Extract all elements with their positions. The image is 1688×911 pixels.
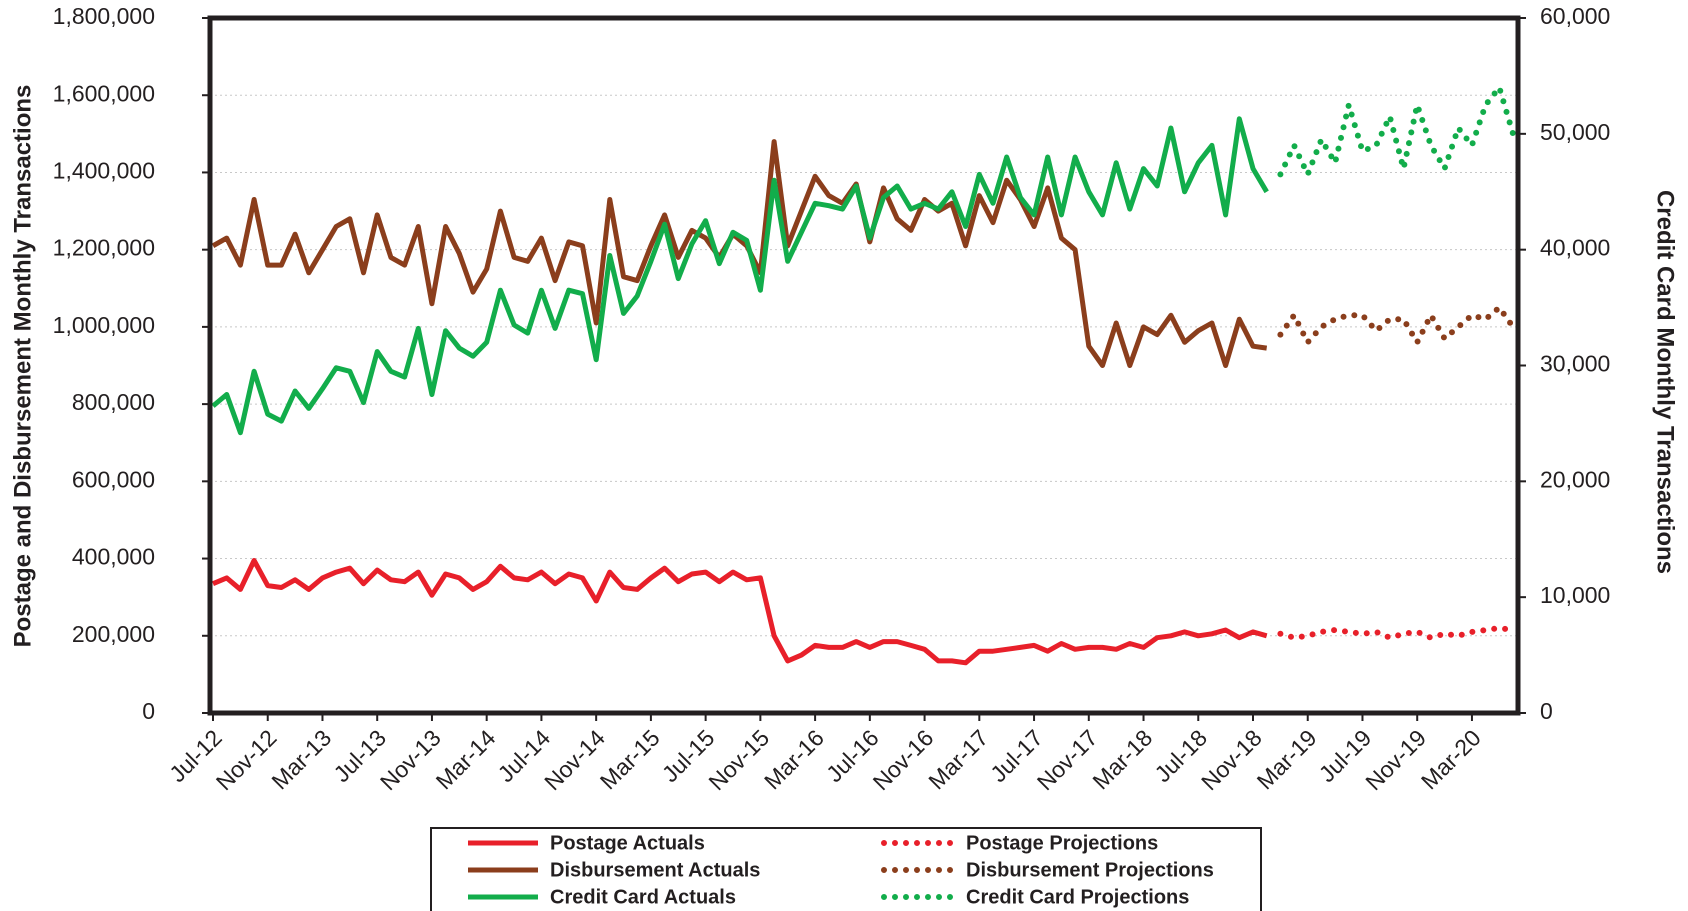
legend-label: Credit Card Actuals xyxy=(550,886,736,908)
y2-tick-label: 60,000 xyxy=(1540,3,1610,29)
x-tick-label: Nov-18 xyxy=(1196,724,1267,795)
x-tick-label: Mar-15 xyxy=(595,724,665,794)
series-line xyxy=(1277,84,1516,178)
x-tick-label: Mar-14 xyxy=(431,724,501,794)
x-tick-label: Nov-12 xyxy=(211,724,282,795)
y2-tick-label: 0 xyxy=(1540,698,1553,724)
y-tick-label: 200,000 xyxy=(72,621,155,647)
series-line xyxy=(211,116,1269,436)
y-tick-label: 1,000,000 xyxy=(53,312,155,338)
y2-tick-label: 20,000 xyxy=(1540,466,1610,492)
y-tick-label: 0 xyxy=(142,698,155,724)
legend-label: Disbursement Actuals xyxy=(550,859,760,881)
x-tick-label: Mar-20 xyxy=(1416,724,1486,794)
y-tick-label: 400,000 xyxy=(72,544,155,570)
series-line xyxy=(1277,304,1516,346)
y-tick-label: 1,400,000 xyxy=(53,158,155,184)
y-tick-label: 1,200,000 xyxy=(53,235,155,261)
legend-label: Disbursement Projections xyxy=(966,859,1214,881)
y-axis-title: Postage and Disbursement Monthly Transac… xyxy=(9,85,36,648)
series-line xyxy=(212,558,1268,666)
legend-label: Credit Card Projections xyxy=(966,886,1189,908)
y-tick-label: 800,000 xyxy=(72,389,155,415)
y2-axis-title: Credit Card Monthly Transactions xyxy=(1652,190,1679,574)
legend-box xyxy=(430,827,1262,911)
y-tick-label: 600,000 xyxy=(72,466,155,492)
x-tick-label: Mar-18 xyxy=(1087,724,1157,794)
x-tick-label: Mar-16 xyxy=(759,724,829,794)
legend-label: Postage Projections xyxy=(966,832,1158,854)
x-tick-label: Mar-13 xyxy=(266,724,336,794)
x-tick-label: Mar-19 xyxy=(1252,724,1322,794)
series-line xyxy=(211,139,1268,368)
y2-tick-label: 30,000 xyxy=(1540,351,1610,377)
x-tick-label: Nov-14 xyxy=(539,724,610,795)
legend-label: Postage Actuals xyxy=(550,832,705,854)
x-tick-label: Nov-17 xyxy=(1032,724,1103,795)
y2-tick-label: 50,000 xyxy=(1540,119,1610,145)
x-tick-label: Mar-17 xyxy=(923,724,993,794)
x-tick-label: Nov-16 xyxy=(868,724,939,795)
x-tick-label: Nov-15 xyxy=(703,724,774,795)
x-tick-label: Nov-13 xyxy=(375,724,446,795)
series-line xyxy=(1277,625,1516,641)
y2-tick-label: 10,000 xyxy=(1540,582,1610,608)
y-tick-label: 1,600,000 xyxy=(53,80,155,106)
x-tick-label: Nov-19 xyxy=(1360,724,1431,795)
y-tick-label: 1,800,000 xyxy=(53,3,155,29)
y2-tick-label: 40,000 xyxy=(1540,235,1610,261)
plot-frame xyxy=(207,15,1521,716)
